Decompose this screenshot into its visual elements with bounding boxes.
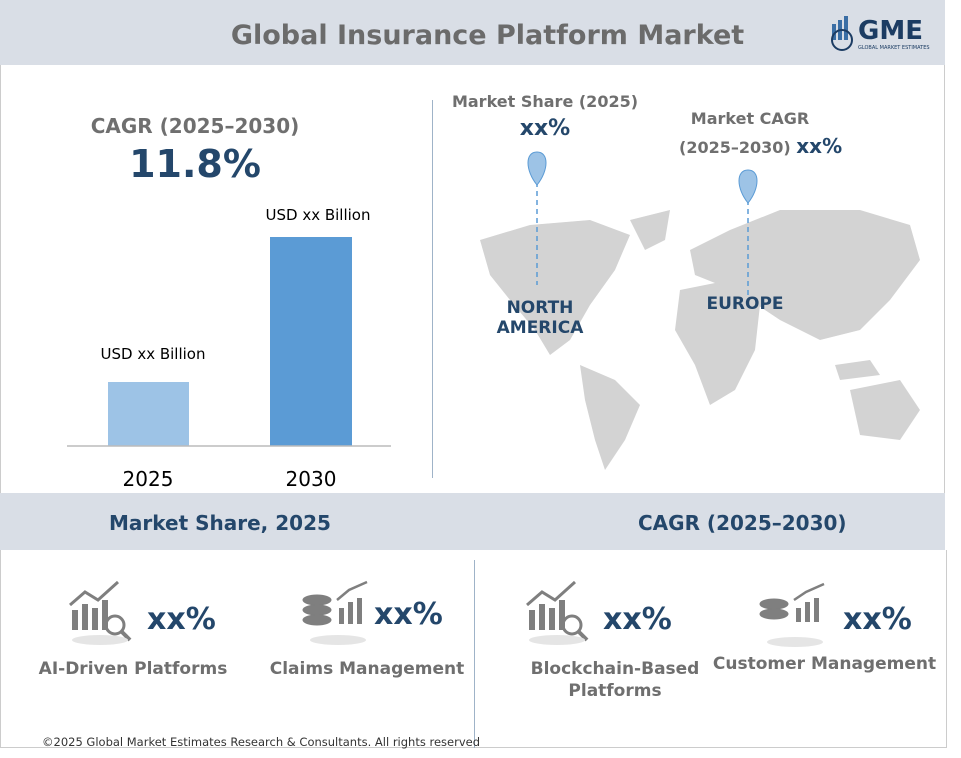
bar-label: USD xx Billion <box>265 206 371 224</box>
section-title: Market Share, 2025 <box>109 511 331 535</box>
section-band <box>0 493 945 550</box>
divider <box>474 560 475 748</box>
share-label: Market Share (2025) <box>451 92 639 111</box>
year-label: 2025 <box>122 467 174 491</box>
bar <box>270 237 352 446</box>
segment-value: xx% <box>374 597 443 632</box>
bar <box>108 382 189 446</box>
segment-label: AI-Driven Platforms <box>38 659 228 679</box>
segment-value: xx% <box>603 602 672 637</box>
cagr-map-label: (2025–2030) <box>679 138 791 157</box>
cagr-label: CAGR (2025–2030) <box>90 114 300 138</box>
segment-value: xx% <box>147 602 216 637</box>
cagr-map-value: xx% <box>796 134 843 158</box>
icons <box>69 580 825 647</box>
logo-text: GME <box>858 16 923 46</box>
cagr-map-label: (2025–2030) xx% <box>679 134 842 158</box>
segment-label: Blockchain-Based Platforms <box>530 659 700 701</box>
segment-label: Claims Management <box>269 659 465 679</box>
title: Global Insurance Platform Market <box>230 20 745 51</box>
share-value: xx% <box>519 116 571 141</box>
cagr-value: 11.8% <box>129 142 261 186</box>
region-label: NORTH AMERICA <box>496 298 584 338</box>
region-label: EUROPE <box>706 294 784 314</box>
section-title: CAGR (2025–2030) <box>638 511 847 535</box>
logo-subtext: GLOBAL MARKET ESTIMATES <box>858 45 930 51</box>
divider <box>432 100 433 478</box>
world-map <box>480 151 920 470</box>
bar-chart <box>67 237 391 447</box>
lower-panel <box>0 550 947 748</box>
logo: GME GLOBAL MARKET ESTIMATES <box>828 14 940 58</box>
footer: ©2025 Global Market Estimates Research &… <box>42 735 481 749</box>
cagr-map-label: Market CAGR <box>690 109 810 128</box>
header-band <box>0 0 945 65</box>
logo-icon <box>831 16 853 51</box>
bar-label: USD xx Billion <box>100 345 206 363</box>
segment-value: xx% <box>843 602 912 637</box>
segment-label: Customer Management <box>712 654 937 674</box>
upper-panel <box>0 65 945 493</box>
year-label: 2030 <box>285 467 337 491</box>
